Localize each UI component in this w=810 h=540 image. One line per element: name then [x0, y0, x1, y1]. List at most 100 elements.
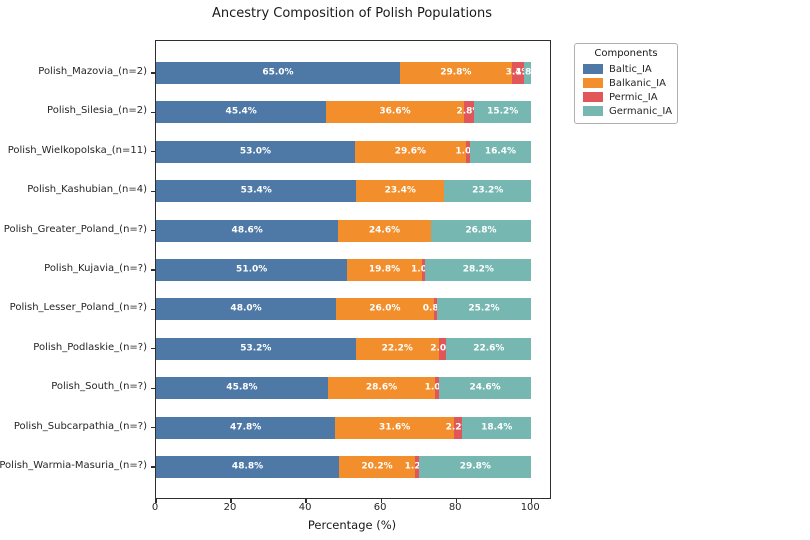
y-tick-label: Polish_Kashubian_(n=4)	[27, 184, 147, 196]
y-tick	[151, 348, 156, 350]
bar-label: 2.8%	[456, 106, 482, 117]
bar-label: 1.8%	[515, 67, 541, 78]
bar-segment	[436, 298, 532, 321]
bar-segment	[444, 180, 532, 203]
bar-label: 45.4%	[225, 106, 257, 117]
y-tick-label: Polish_Silesia_(n=2)	[47, 105, 147, 117]
bar-segment	[156, 101, 327, 124]
bar-label: 1.0%	[411, 264, 437, 275]
bar-segment	[156, 416, 336, 439]
bar-label: 18.4%	[481, 422, 513, 433]
bar-segment	[469, 140, 532, 163]
y-tick	[151, 269, 156, 271]
y-tick	[151, 72, 156, 74]
bar-label: 1.0%	[424, 382, 450, 393]
y-tick	[151, 190, 156, 192]
bar-label: 48.0%	[230, 303, 262, 314]
bar-segment	[524, 62, 532, 84]
y-tick-label: Polish_Wielkopolska_(n=11)	[7, 144, 147, 156]
bar-label: 28.6%	[365, 382, 398, 393]
bar-label: 22.6%	[473, 343, 505, 354]
bar-label: 0.8%	[422, 303, 448, 314]
bar-segment	[465, 140, 470, 163]
bar-segment	[511, 62, 525, 84]
bar-label: 53.2%	[240, 343, 272, 354]
legend-item: Permic_IA	[583, 90, 669, 104]
bar-segment	[326, 101, 464, 124]
y-tick	[151, 308, 156, 310]
bar-label: 20.2%	[361, 461, 393, 472]
bar-label: 19.8%	[368, 264, 401, 275]
bar-label: 65.0%	[262, 67, 294, 78]
bar-label: 51.0%	[236, 264, 268, 275]
legend-item: Baltic_IA	[583, 62, 669, 76]
bar-label: 28.2%	[462, 264, 494, 275]
y-tick	[151, 466, 156, 468]
y-tick	[151, 427, 156, 429]
bar-label: 2.0%	[430, 343, 456, 354]
bar-label: 48.8%	[231, 461, 264, 472]
bar-segment	[446, 337, 532, 360]
bar-label: 24.6%	[469, 382, 501, 393]
x-tick-label: 0	[151, 502, 159, 513]
legend-item: Germanic_IA	[583, 104, 673, 118]
bar-segment	[338, 219, 431, 242]
bar-label: 15.2%	[487, 106, 519, 117]
bar-segment	[156, 377, 328, 400]
x-tick-label: 60	[373, 502, 387, 513]
bar-label: 26.8%	[465, 225, 497, 236]
bar-label: 22.2%	[381, 343, 413, 354]
y-tick-label: Polish_Subcarpathia_(n=?)	[13, 420, 147, 432]
bar-segment	[421, 259, 426, 281]
y-tick-label: Polish_Lesser_Poland_(n=?)	[9, 302, 147, 314]
legend-label: Balkanic_IA	[609, 77, 666, 89]
bar-segment	[419, 456, 532, 478]
legend-swatch	[583, 78, 603, 88]
bar-segment	[433, 298, 437, 321]
bar-label: 1.2%	[404, 461, 430, 472]
bar-label: 53.4%	[240, 185, 272, 196]
x-tick	[455, 498, 457, 503]
y-tick	[151, 111, 156, 113]
y-tick-label: Polish_Warmia-Masuria_(n=?)	[0, 460, 147, 471]
bar-label: 29.8%	[459, 461, 491, 472]
bar-segment	[327, 377, 436, 400]
bar-segment	[156, 337, 356, 360]
legend-label: Germanic_IA	[609, 105, 673, 117]
x-tick-label: 100	[520, 502, 540, 513]
bar-label: 31.6%	[379, 422, 411, 433]
x-tick-label: 20	[223, 502, 237, 513]
bar-segment	[156, 62, 400, 84]
bar-label: 3.4%	[505, 67, 531, 78]
plot-area: 65.0% 29.8% 3.4% 1.8% 45.4% 36.6% 2.8% 15.2% 53.…	[151, 40, 551, 503]
legend-swatch	[583, 64, 603, 74]
x-tick	[155, 498, 157, 503]
bar-segment	[156, 180, 357, 203]
bar-segment	[430, 219, 532, 242]
bar-segment	[474, 101, 532, 124]
y-tick-label: Polish_Kujavia_(n=?)	[44, 263, 147, 274]
x-tick	[305, 498, 307, 503]
bar-label: 2.2%	[445, 422, 471, 433]
y-tick-label: Polish_Mazovia_(n=2)	[38, 66, 147, 77]
bar-segment	[347, 259, 422, 281]
x-tick	[230, 498, 232, 503]
bar-segment	[435, 377, 439, 400]
bar-label: 47.8%	[230, 422, 262, 433]
legend-swatch	[583, 92, 603, 102]
y-tick-label: Polish_Podlaskie_(n=?)	[33, 341, 147, 353]
chart-title: Ancestry Composition of Polish Populatio…	[211, 6, 493, 21]
bar-segment	[156, 298, 337, 321]
bar-segment	[156, 219, 339, 242]
bar-label: 29.8%	[440, 67, 472, 78]
bar-label: 48.6%	[231, 225, 263, 236]
bar-label: 16.4%	[484, 146, 517, 157]
y-tick	[151, 230, 156, 232]
x-tick	[380, 498, 382, 503]
bar-segment	[462, 416, 532, 439]
bar-segment	[336, 298, 434, 321]
bar-label: 26.0%	[369, 303, 401, 314]
bar-segment	[438, 337, 447, 360]
legend-title: Components	[594, 48, 658, 59]
